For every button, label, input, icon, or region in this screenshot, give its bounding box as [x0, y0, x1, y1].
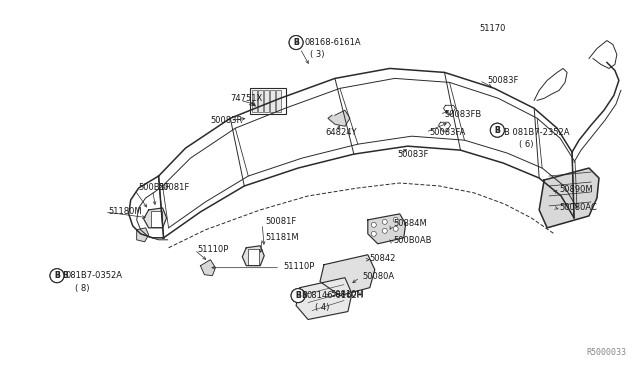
Polygon shape — [296, 278, 352, 320]
Text: 51180M: 51180M — [109, 208, 143, 217]
Text: B: B — [54, 271, 60, 280]
Text: B: B — [495, 126, 500, 135]
Text: 64824Y: 64824Y — [325, 128, 356, 137]
Text: ( 8): ( 8) — [75, 284, 90, 293]
Text: 50083FA: 50083FA — [429, 128, 466, 137]
Polygon shape — [328, 110, 350, 126]
Circle shape — [371, 231, 376, 236]
Circle shape — [393, 226, 398, 231]
Polygon shape — [137, 228, 148, 242]
Text: 74751X: 74751X — [230, 94, 262, 103]
Circle shape — [371, 222, 376, 227]
Text: 500B1F: 500B1F — [139, 183, 170, 192]
Text: 50884M: 50884M — [394, 219, 428, 228]
Text: 50081F: 50081F — [159, 183, 190, 192]
Circle shape — [490, 123, 504, 137]
Bar — [252, 90, 257, 112]
Bar — [276, 90, 281, 112]
Text: 08168-6161A: 08168-6161A — [304, 38, 361, 47]
Text: B: B — [62, 271, 68, 280]
Text: 08146-6162H: 08146-6162H — [306, 291, 363, 300]
Text: R5000033: R5000033 — [587, 348, 627, 357]
Polygon shape — [243, 246, 264, 266]
Text: 50081F: 50081F — [265, 217, 296, 227]
Text: 51170: 51170 — [479, 24, 506, 33]
Polygon shape — [200, 260, 216, 276]
Bar — [270, 90, 275, 112]
Bar — [264, 90, 269, 112]
Circle shape — [289, 36, 303, 49]
Circle shape — [50, 269, 64, 283]
Bar — [258, 90, 263, 112]
Text: ( 6): ( 6) — [519, 140, 534, 149]
Bar — [150, 211, 161, 227]
Polygon shape — [143, 208, 166, 228]
Text: 50083F: 50083F — [397, 150, 429, 158]
Polygon shape — [539, 168, 599, 228]
Text: 50083R: 50083R — [211, 116, 243, 125]
Text: 51110P: 51110P — [198, 245, 229, 254]
Text: B: B — [495, 126, 500, 135]
Circle shape — [490, 123, 504, 137]
Text: 51181M: 51181M — [265, 233, 299, 242]
Text: 50083FB: 50083FB — [445, 110, 482, 119]
Text: 50080AC: 50080AC — [559, 203, 597, 212]
Text: B: B — [301, 291, 307, 300]
Circle shape — [289, 36, 303, 49]
Polygon shape — [368, 214, 406, 244]
Text: 500B0AB: 500B0AB — [394, 236, 432, 245]
Text: B: B — [295, 291, 301, 300]
Text: 51110P: 51110P — [283, 262, 314, 271]
Text: ( 3): ( 3) — [310, 50, 324, 59]
Circle shape — [382, 219, 387, 224]
Circle shape — [382, 228, 387, 233]
Text: 50080A: 50080A — [363, 272, 395, 281]
Text: B: B — [54, 271, 60, 280]
Text: B: B — [295, 291, 301, 300]
Polygon shape — [320, 255, 375, 296]
Text: 50890M: 50890M — [559, 186, 593, 195]
Bar — [250, 89, 286, 114]
Text: 50083F: 50083F — [488, 76, 519, 85]
Text: B: B — [293, 38, 299, 47]
Text: 50810M: 50810M — [330, 290, 364, 299]
Text: B: B — [293, 38, 299, 47]
Circle shape — [291, 289, 305, 302]
Text: 50842: 50842 — [370, 254, 396, 263]
Circle shape — [50, 269, 64, 283]
Text: 081B7-0352A: 081B7-0352A — [66, 271, 123, 280]
Circle shape — [393, 217, 398, 222]
Bar — [248, 249, 259, 265]
Text: ( 4): ( 4) — [315, 303, 330, 312]
Circle shape — [291, 289, 305, 302]
Text: B 081B7-2352A: B 081B7-2352A — [504, 128, 570, 137]
